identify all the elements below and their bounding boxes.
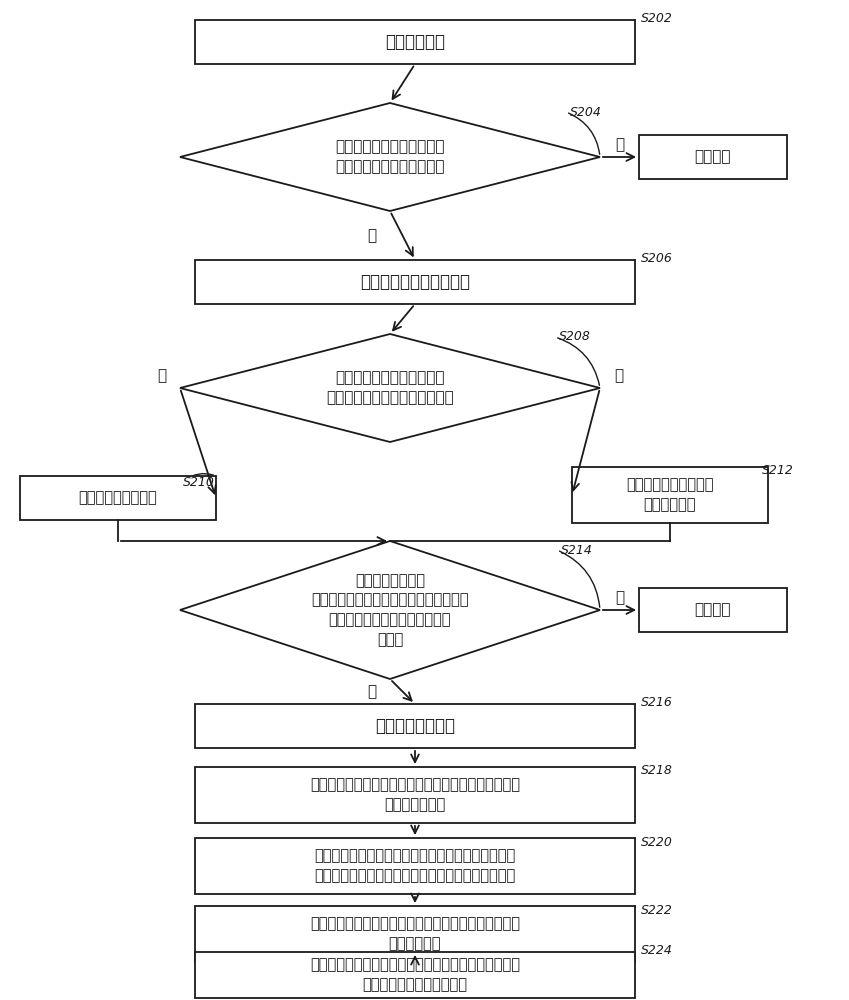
- Text: S210: S210: [183, 476, 215, 488]
- Text: 是: 是: [615, 137, 624, 152]
- Text: 在使用紧急电源为设备供电、且设备中插入充电设备
时，连接紧急电源的充电接口，对紧急电源进行充电: 在使用紧急电源为设备供电、且设备中插入充电设备 时，连接紧急电源的充电接口，对紧…: [314, 849, 515, 883]
- Bar: [195, 767, 635, 823]
- Bar: [195, 20, 635, 64]
- FancyArrowPatch shape: [558, 338, 599, 385]
- Text: 接收开机操作: 接收开机操作: [385, 33, 445, 51]
- Text: S220: S220: [641, 836, 673, 848]
- Text: 否: 否: [614, 368, 623, 383]
- FancyArrowPatch shape: [760, 467, 765, 468]
- Text: 当主电源中的电量大于第一预设值时，则自动切换至主
电源并由主电源为设备供电: 当主电源中的电量大于第一预设值时，则自动切换至主 电源并由主电源为设备供电: [310, 958, 520, 992]
- Bar: [572, 467, 768, 523]
- Bar: [195, 704, 635, 748]
- FancyArrowPatch shape: [559, 551, 599, 607]
- Text: S208: S208: [559, 330, 591, 344]
- Polygon shape: [180, 541, 600, 679]
- Text: 自动切换至紧急电源: 自动切换至紧急电源: [79, 490, 157, 506]
- Text: S206: S206: [641, 251, 673, 264]
- Text: 是: 是: [368, 684, 377, 699]
- Text: S204: S204: [570, 105, 602, 118]
- Bar: [195, 952, 635, 998]
- FancyArrowPatch shape: [569, 113, 599, 154]
- Bar: [195, 906, 635, 962]
- Text: 判断开机操作是否为用于指
示启动紧急电源开机的操作: 判断开机操作是否为用于指 示启动紧急电源开机的操作: [335, 140, 445, 174]
- Bar: [195, 838, 635, 894]
- Text: 当由主电源为设备
供电时，在设备开机后的使用过程中判断
主电源的剩余电量是否小于第二
预设值: 当由主电源为设备 供电时，在设备开机后的使用过程中判断 主电源的剩余电量是否小于…: [312, 573, 469, 647]
- Text: 设定操作: 设定操作: [694, 602, 731, 617]
- Bar: [639, 135, 787, 179]
- Text: 待紧急电源充电完成后，连接主电源的充电接口，对主
电源进行充电: 待紧急电源充电完成后，连接主电源的充电接口，对主 电源进行充电: [310, 917, 520, 951]
- Text: 否: 否: [615, 590, 624, 605]
- Text: 是: 是: [157, 368, 166, 383]
- Bar: [195, 260, 635, 304]
- Bar: [20, 476, 216, 520]
- Text: S224: S224: [641, 944, 673, 956]
- Text: S218: S218: [641, 764, 673, 778]
- Bar: [639, 588, 787, 632]
- Text: S222: S222: [641, 904, 673, 916]
- Polygon shape: [180, 103, 600, 211]
- Text: S212: S212: [762, 464, 794, 477]
- Text: 设定操作: 设定操作: [694, 149, 731, 164]
- Text: 不进行电源切换由主电
源为设备供电: 不进行电源切换由主电 源为设备供电: [627, 478, 714, 512]
- Text: S214: S214: [561, 544, 593, 556]
- Text: 显示第一提示信息: 显示第一提示信息: [375, 717, 455, 735]
- Text: S202: S202: [641, 11, 673, 24]
- Polygon shape: [180, 334, 600, 442]
- Text: 否: 否: [368, 228, 377, 243]
- FancyArrowPatch shape: [185, 474, 213, 480]
- Text: S216: S216: [641, 696, 673, 708]
- Text: 启动主电源执行开机操作: 启动主电源执行开机操作: [360, 273, 470, 291]
- Text: 在开机过程中，判断主电源
的剩余电量是否小于第一预设值: 在开机过程中，判断主电源 的剩余电量是否小于第一预设值: [326, 371, 454, 405]
- Text: 接收对提示信息的选择操作，依据接收到的选择操作进
行紧急电源切换: 接收对提示信息的选择操作，依据接收到的选择操作进 行紧急电源切换: [310, 778, 520, 812]
